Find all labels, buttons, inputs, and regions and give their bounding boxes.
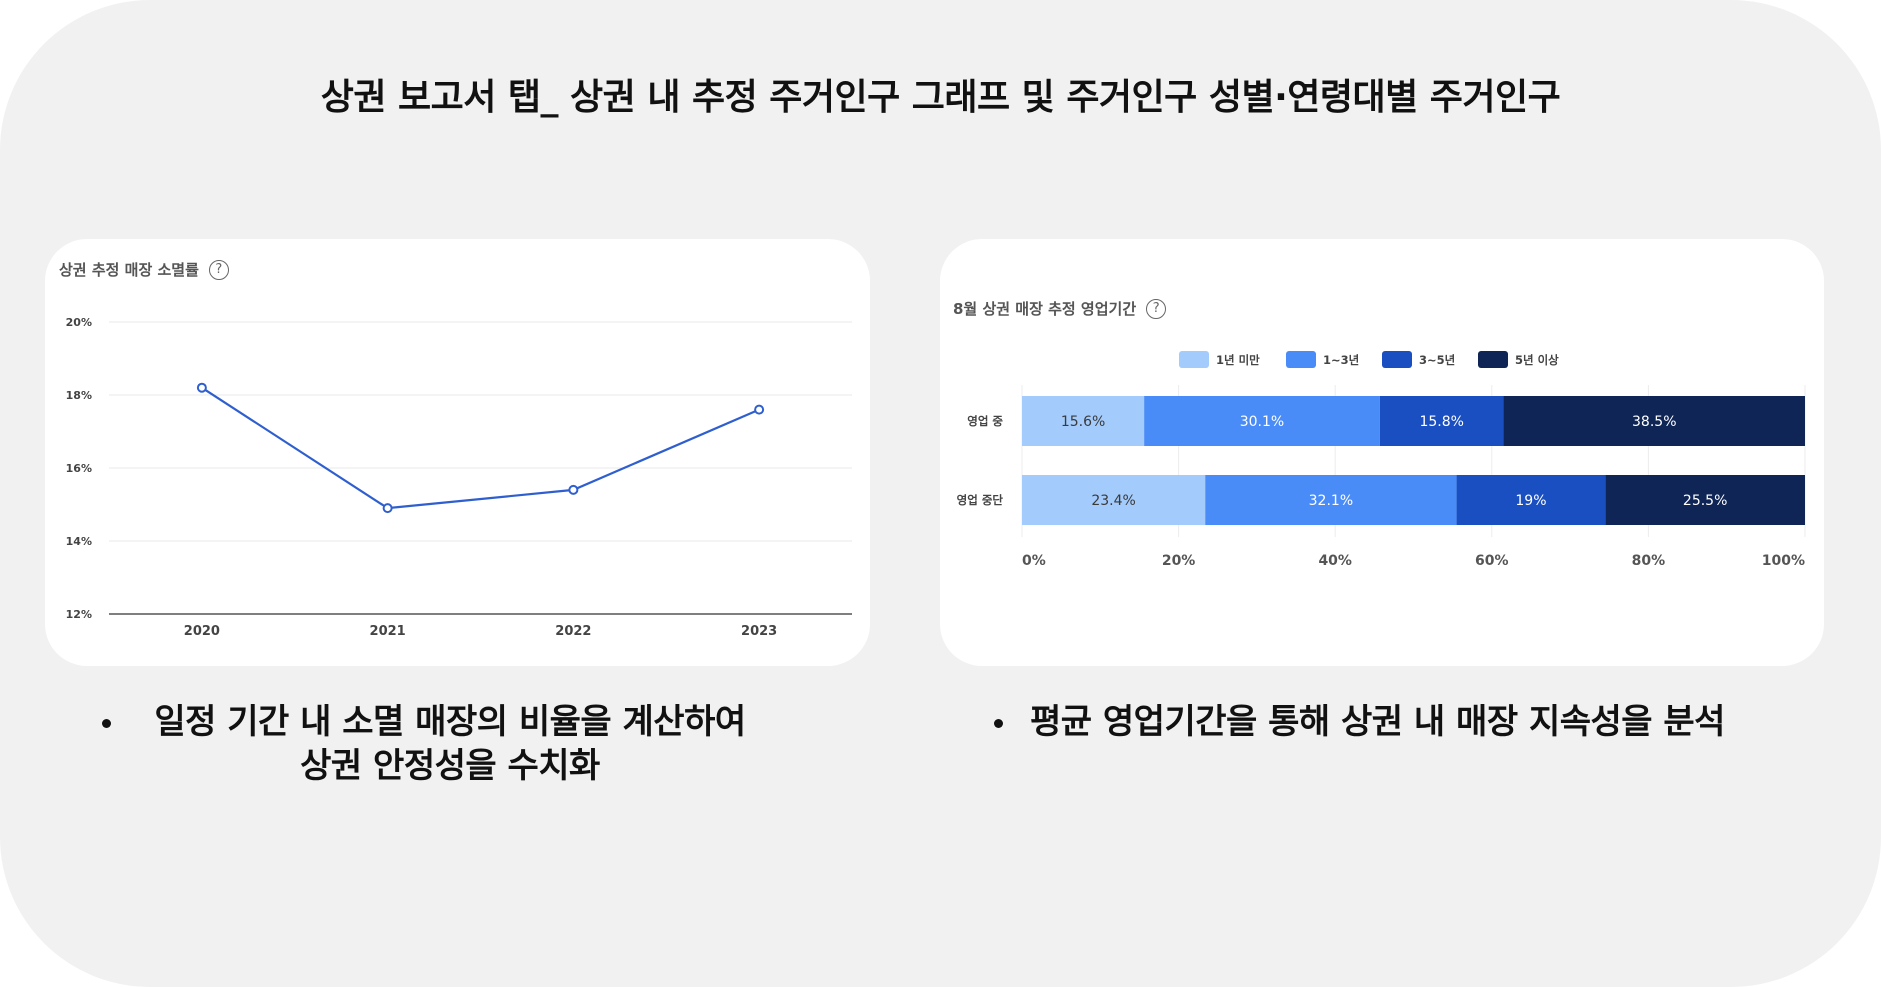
legend-swatch [1382,351,1412,368]
x-tick-label: 2021 [370,624,406,639]
x-tick-label: 2023 [741,624,777,639]
data-label: 15.6% [1061,414,1105,430]
category-label: 영업 중 [967,414,1003,428]
bar-segment [1456,475,1606,525]
legend-label: 3~5년 [1419,353,1455,367]
bullet-dot [994,719,1003,728]
bullet-dot [102,719,111,728]
legend-swatch [1286,351,1316,368]
x-tick-label: 0% [1022,553,1046,569]
line-chart-header: 상권 추정 매장 소멸률 ? [59,259,229,280]
left-bullet-text: 일정 기간 내 소멸 매장의 비율을 계산하여 상권 안정성을 수치화 [130,700,770,788]
right-bullet-line-1: 평균 영업기간을 통해 상권 내 매장 지속성을 분석 [1030,702,1725,742]
legend-label: 1~3년 [1323,353,1359,367]
x-tick-label: 20% [1162,553,1196,569]
bar-chart-header: 8월 상권 매장 추정 영업기간 ? [953,298,1167,319]
bar-segment [1503,396,1805,446]
line-chart-title: 상권 추정 매장 소멸률 [59,261,199,279]
data-point [196,382,207,393]
y-tick-label: 12% [66,608,92,621]
y-tick-label: 18% [66,389,92,402]
data-label: 38.5% [1632,414,1676,430]
data-label: 15.8% [1419,414,1463,430]
line-chart: 20% 18% 16% 14% 12% 2020 2021 2022 2023 [66,316,852,639]
data-label: 30.1% [1240,414,1284,430]
data-label: 19% [1515,493,1546,509]
bar-segment [1379,396,1504,446]
data-point [382,503,393,514]
bar-segment [1022,396,1145,446]
data-label: 32.1% [1309,493,1353,509]
x-tick-label: 60% [1475,553,1509,569]
bar-segment [1205,475,1457,525]
bar-chart-card: 8월 상권 매장 추정 영업기간 ? 0% 20% 40% 60% 80% 100% 1년 … [940,239,1824,666]
x-tick-label: 80% [1632,553,1666,569]
x-tick-label: 40% [1318,553,1352,569]
series-line [201,386,760,510]
right-bullet-text: 평균 영업기간을 통해 상권 내 매장 지속성을 분석 [1030,700,1810,744]
legend-swatch [1478,351,1508,368]
legend-label: 1년 미만 [1216,353,1260,367]
legend-label: 5년 이상 [1515,353,1559,367]
y-tick-label: 20% [66,316,92,329]
help-icon[interactable]: ? [208,259,229,280]
data-point [754,404,765,415]
data-point [568,484,579,495]
x-tick-label: 2022 [555,624,591,639]
left-bullet-line-1: 일정 기간 내 소멸 매장의 비율을 계산하여 [154,702,746,742]
data-label: 25.5% [1683,493,1727,509]
bar-segment [1605,475,1805,525]
help-icon[interactable]: ? [1146,298,1167,319]
y-tick-label: 14% [66,535,92,548]
bar-segment [1022,475,1206,525]
left-bullet-line-2: 상권 안정성을 수치화 [300,746,600,786]
x-tick-label: 100% [1762,553,1805,569]
category-label: 영업 중단 [957,493,1004,507]
legend-swatch [1179,351,1209,368]
bar-chart-title: 8월 상권 매장 추정 영업기간 [953,300,1137,318]
page-title: 상권 보고서 탭_ 상권 내 추정 주거인구 그래프 및 주거인구 성별·연령대… [320,77,1561,118]
line-chart-card: 상권 추정 매장 소멸률 ? 20% 18% 16% 14% 12% 2020 2021 20… [45,239,870,666]
y-tick-label: 16% [66,462,92,475]
data-label: 23.4% [1091,493,1135,509]
bar-segment [1144,396,1380,446]
x-tick-label: 2020 [184,624,220,639]
